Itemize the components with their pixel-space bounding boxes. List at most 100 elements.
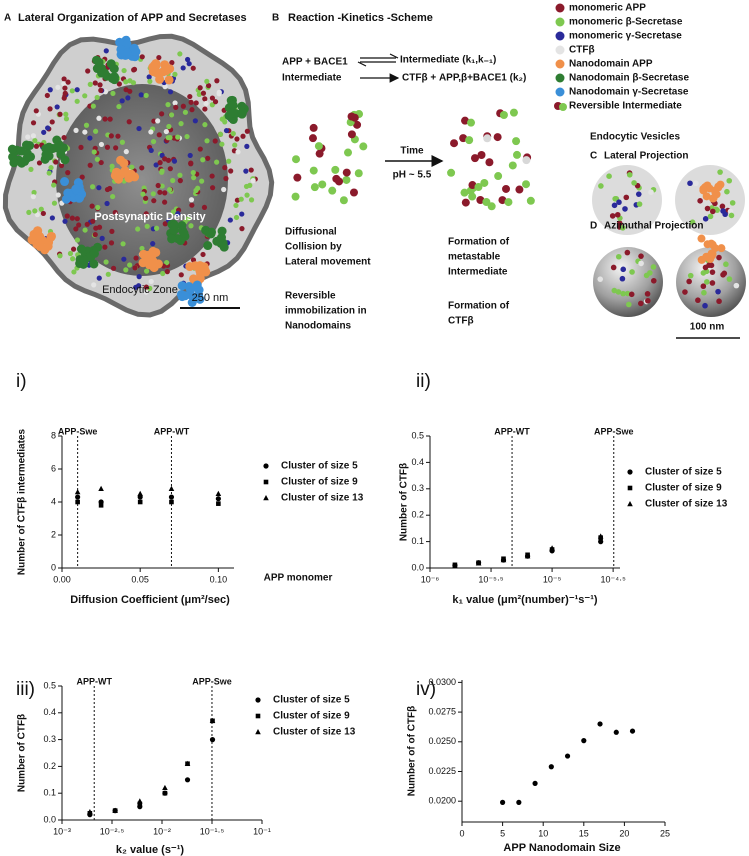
molecule bbox=[477, 151, 486, 160]
legend-label: Reversible Intermediate bbox=[569, 101, 682, 112]
molecule bbox=[85, 68, 91, 74]
molecule bbox=[157, 160, 163, 166]
marker bbox=[75, 499, 80, 505]
molecule bbox=[62, 218, 68, 224]
molecule bbox=[638, 300, 644, 307]
molecule bbox=[167, 166, 173, 172]
molecule bbox=[148, 147, 154, 154]
nanodomain bbox=[80, 255, 90, 265]
note-line: Diffusional bbox=[285, 227, 337, 238]
molecule bbox=[186, 61, 192, 67]
molecule bbox=[606, 173, 612, 180]
marker bbox=[500, 557, 507, 563]
molecule bbox=[55, 84, 61, 90]
molecule bbox=[717, 169, 723, 175]
molecule bbox=[125, 95, 131, 101]
y-tick-label: 0.2 bbox=[43, 761, 56, 771]
molecule bbox=[30, 133, 37, 139]
marker bbox=[112, 807, 118, 813]
molecule bbox=[314, 142, 323, 151]
molecule bbox=[222, 165, 228, 171]
molecule bbox=[729, 200, 736, 206]
chart-title: iv) bbox=[416, 679, 436, 700]
molecule bbox=[695, 297, 701, 304]
molecule bbox=[143, 284, 149, 290]
molecule bbox=[502, 184, 511, 193]
molecule bbox=[112, 209, 118, 216]
molecule bbox=[493, 133, 502, 142]
legend-marker bbox=[263, 463, 269, 469]
molecule bbox=[202, 96, 208, 102]
molecule bbox=[147, 78, 153, 84]
molecule bbox=[96, 224, 103, 230]
molecule bbox=[512, 150, 521, 159]
x-tick-label: 10⁻¹·⁵ bbox=[200, 826, 225, 836]
reference-label: APP-Swe bbox=[192, 676, 232, 686]
molecule bbox=[187, 93, 193, 100]
molecule bbox=[216, 91, 222, 97]
intermediate bbox=[504, 198, 513, 207]
molecule bbox=[107, 185, 113, 192]
arrow-label: Time bbox=[400, 146, 424, 157]
molecule bbox=[45, 125, 51, 131]
molecule bbox=[614, 211, 621, 218]
molecule bbox=[71, 269, 77, 275]
molecule bbox=[89, 184, 96, 190]
molecule bbox=[191, 175, 197, 181]
nanodomain bbox=[44, 151, 54, 161]
molecule bbox=[61, 76, 67, 82]
molecule bbox=[123, 79, 129, 85]
molecule bbox=[166, 123, 172, 130]
marker bbox=[98, 485, 104, 491]
molecule bbox=[643, 272, 650, 279]
x-tick-label: 5 bbox=[500, 828, 505, 838]
nanodomain bbox=[139, 249, 149, 259]
legend-label: Cluster of size 13 bbox=[273, 727, 356, 738]
molecule bbox=[201, 204, 208, 211]
molecule bbox=[156, 132, 162, 138]
nanodomain bbox=[59, 143, 69, 153]
molecule bbox=[62, 90, 68, 96]
molecule bbox=[461, 198, 470, 207]
marker bbox=[137, 801, 143, 807]
reaction-text: Intermediate bbox=[282, 73, 342, 84]
nanodomain bbox=[717, 244, 726, 253]
molecule bbox=[127, 262, 133, 268]
molecule bbox=[108, 240, 115, 246]
molecule bbox=[697, 198, 703, 204]
molecule bbox=[190, 170, 196, 176]
nanodomain bbox=[161, 66, 171, 76]
molecule bbox=[172, 100, 178, 106]
y-tick-label: 0.5 bbox=[43, 680, 56, 690]
molecule bbox=[74, 87, 80, 93]
reaction-text: CTFβ + APP,β+BACE1 (k₂) bbox=[402, 73, 526, 84]
molecule bbox=[148, 278, 154, 285]
molecule bbox=[151, 198, 157, 204]
molecule bbox=[687, 180, 693, 187]
x-tick-label: 10⁻⁵ bbox=[543, 574, 562, 584]
nanodomain bbox=[146, 249, 156, 259]
x-tick-label: 10⁻³ bbox=[53, 826, 71, 836]
nanodomain bbox=[60, 177, 70, 187]
molecule bbox=[210, 185, 216, 191]
nanodomain bbox=[124, 173, 134, 183]
molecule bbox=[172, 71, 178, 77]
nanodomain bbox=[164, 75, 174, 85]
molecule bbox=[169, 60, 175, 66]
molecule bbox=[197, 85, 203, 91]
nanodomain bbox=[109, 75, 119, 85]
legend-marker bbox=[255, 713, 261, 719]
y-tick-label: 0.4 bbox=[411, 457, 424, 467]
molecule bbox=[70, 246, 77, 252]
molecule bbox=[175, 211, 181, 217]
nanodomain bbox=[122, 48, 132, 58]
marker bbox=[162, 784, 168, 791]
nanodomain bbox=[21, 140, 31, 150]
molecule bbox=[156, 54, 162, 61]
legend-marker bbox=[255, 697, 261, 703]
molecule bbox=[87, 162, 93, 168]
molecule bbox=[189, 202, 195, 208]
nanodomain bbox=[71, 184, 81, 194]
marker bbox=[184, 760, 191, 766]
x-axis-label: APP Nanodomain Size bbox=[503, 842, 620, 854]
